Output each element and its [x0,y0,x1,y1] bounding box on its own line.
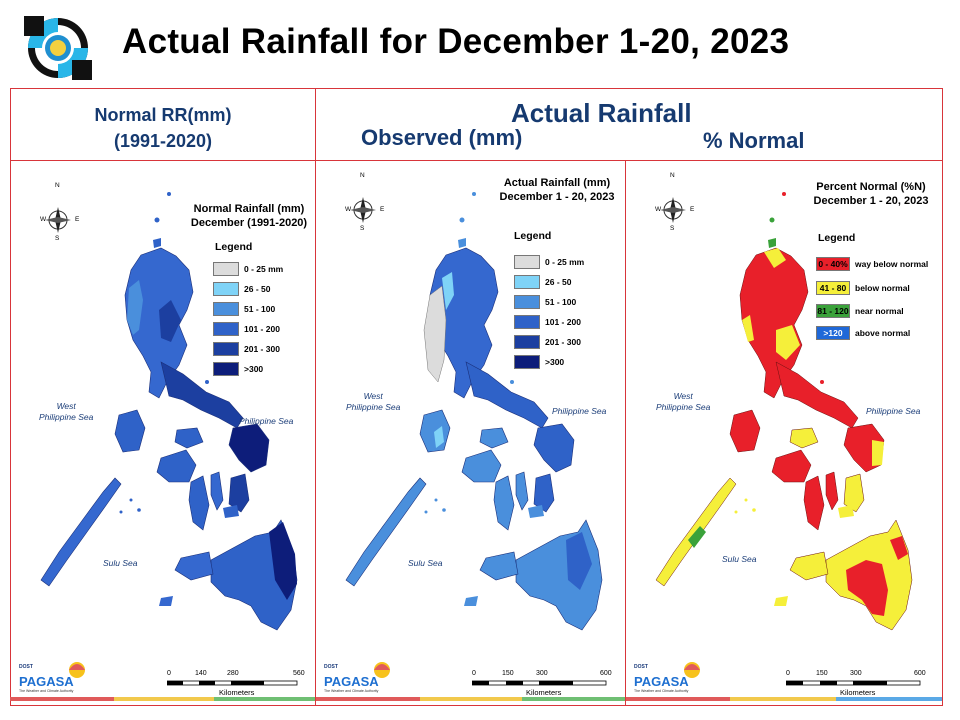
normal-rr-header: Normal RR(mm) (1991-2020) [10,102,316,154]
sea-label-philippine: Philippine Sea [552,406,607,416]
sea-label-west: West Philippine Sea [346,391,401,412]
legend-item: 51 - 100 [213,301,275,317]
legend-item: 201 - 300 [213,341,280,357]
svg-text:PAGASA: PAGASA [19,674,74,689]
legend-item: 51 - 100 [514,294,576,310]
scale-unit: Kilometers [219,688,255,697]
map-title-observed: Actual Rainfall (mm) December 1 - 20, 20… [492,176,622,204]
legend-item: 81 - 120 near normal [816,304,904,318]
legend-item: 0 - 25 mm [213,261,283,277]
legend-item: 201 - 300 [514,334,581,350]
svg-text:The Weather and Climate Author: The Weather and Climate Authority [634,689,689,693]
compass-rose-icon [350,197,376,223]
scale-bar [167,680,298,686]
svg-text:DOST: DOST [19,664,33,670]
legend-item: >300 [514,354,564,370]
percent-normal-header: % Normal [703,128,805,153]
compass-s-label: S [670,225,675,232]
scale-bar [786,680,921,686]
map-panel-percent: N S W E Percent Normal (%N) December 1 -… [626,160,942,704]
compass-e-label: E [690,206,695,213]
map-title-line2: December (1991-2020) [190,217,308,229]
panel-frame-percent [625,160,943,706]
legend-item: 101 - 200 [213,321,280,337]
map-panel-observed: N S W E Actual Rainfall (mm) December 1 … [316,160,625,704]
map-title-line1: Normal Rainfall (mm) [193,203,305,215]
map-panel-normal: N S W E Normal Rainfall (mm) December (1… [11,160,315,704]
compass-n-label: N [670,172,675,179]
svg-text:DOST: DOST [634,664,648,670]
svg-text:PAGASA: PAGASA [634,674,689,689]
pagasa-seal-logo [24,16,92,80]
svg-text:The Weather and Climate Author: The Weather and Climate Authority [324,689,379,693]
philippines-map-observed [345,192,603,631]
compass-e-label: E [380,206,385,213]
normal-rr-label: Normal RR(mm) [94,105,232,125]
scale-bar [472,680,607,686]
map-title-percent: Percent Normal (%N) December 1 - 20, 202… [806,180,936,208]
legend-item: 0 - 25 mm [514,254,584,270]
compass-n-label: N [360,172,365,179]
map-title-line1: Actual Rainfall (mm) [503,177,611,189]
pagasa-brand-logo: DOST PAGASA The Weather and Climate Auth… [324,662,390,693]
sea-label-philippine: Philippine Sea [239,416,294,426]
legend-item: >300 [213,361,263,377]
philippines-map-percent [655,192,913,631]
compass-w-label: W [655,206,662,213]
svg-text:DOST: DOST [324,664,338,670]
normal-period-label: (1991-2020) [113,131,213,151]
compass-s-label: S [360,225,365,232]
sea-label-west: West Philippine Sea [39,401,94,422]
legend-item: 26 - 50 [514,274,571,290]
compass-w-label: W [40,216,47,223]
page-title: Actual Rainfall for December 1-20, 2023 [122,22,790,61]
pagasa-brand-logo: DOST PAGASA The Weather and Climate Auth… [634,662,700,693]
sea-label-sulu: Sulu Sea [103,558,138,568]
legend-title: Legend [215,241,253,253]
svg-text:The Weather and Climate Author: The Weather and Climate Authority [19,689,74,693]
compass-rose-icon [660,197,686,223]
actual-rainfall-header: Actual Rainfall [511,98,692,128]
sea-label-sulu: Sulu Sea [722,554,757,564]
legend-item: 0 - 40% way below normal [816,256,928,272]
sea-label-philippine: Philippine Sea [866,406,921,416]
legend-item: 41 - 80 below normal [816,280,910,296]
compass-e-label: E [75,216,80,223]
map-title-line2: December 1 - 20, 2023 [813,195,929,207]
map-title-normal: Normal Rainfall (mm) December (1991-2020… [187,202,311,230]
pagasa-brand-logo: DOST PAGASA The Weather and Climate Auth… [19,662,85,693]
legend-title: Legend [514,230,552,242]
map-title-line2: December 1 - 20, 2023 [499,191,615,203]
scale-unit: Kilometers [840,688,876,697]
observed-header: Observed (mm) [361,125,523,150]
legend-item: 101 - 200 [514,314,581,330]
legend-title: Legend [818,232,856,244]
scale-unit: Kilometers [526,688,562,697]
compass-s-label: S [55,235,60,242]
sea-label-sulu: Sulu Sea [408,558,443,568]
legend-item: >120 above normal [816,325,910,341]
legend-item: 26 - 50 [213,281,270,297]
sea-label-west: West Philippine Sea [656,391,711,412]
compass-rose-icon [45,207,71,233]
philippines-map-normal [40,192,298,631]
compass-w-label: W [345,206,352,213]
svg-text:PAGASA: PAGASA [324,674,379,689]
compass-n-label: N [55,182,60,189]
map-title-line1: Percent Normal (%N) [816,181,926,193]
